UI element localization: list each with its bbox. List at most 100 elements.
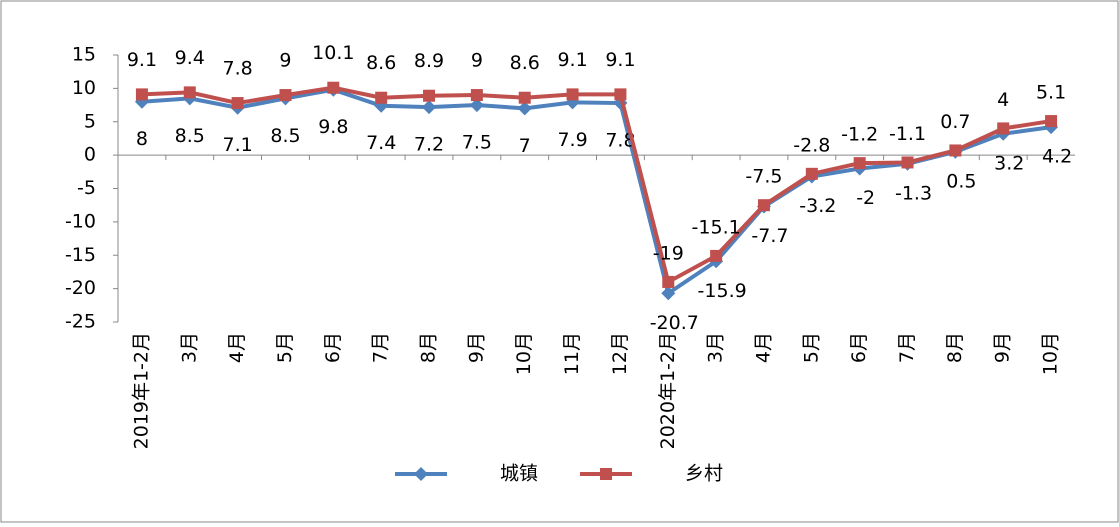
marker (997, 122, 1010, 135)
y-tick-label: 5 (84, 110, 96, 132)
marker (135, 88, 148, 101)
x-tick-label: 2020年1-2月 (657, 332, 679, 449)
marker (375, 91, 388, 104)
data-label: 9.1 (127, 49, 157, 71)
data-label: -7.5 (745, 166, 782, 188)
series-line (141, 85, 1052, 285)
data-label: 0.5 (946, 170, 976, 192)
marker (1045, 115, 1058, 128)
marker (231, 97, 244, 110)
marker (949, 144, 962, 157)
data-label: 9.1 (605, 49, 635, 71)
data-label: 4 (997, 89, 1009, 111)
x-tick-label: 5月 (800, 332, 822, 363)
data-label: 5.1 (1036, 82, 1066, 104)
data-label: -20.7 (650, 312, 699, 334)
y-tick-label: -20 (65, 277, 96, 299)
marker (422, 100, 437, 115)
data-label: -15.1 (692, 216, 741, 238)
x-tick-label: 6月 (322, 332, 344, 363)
x-tick-label: 10月 (513, 332, 535, 375)
data-label: 9.4 (175, 47, 205, 69)
marker (279, 89, 292, 102)
data-label: 8.6 (510, 52, 540, 74)
data-label: 8.5 (175, 125, 205, 147)
data-label: -19 (653, 242, 684, 264)
data-label: 4.2 (1042, 146, 1072, 168)
marker (470, 89, 483, 102)
marker (710, 249, 723, 262)
data-label: 7.8 (223, 58, 253, 80)
marker (805, 167, 818, 180)
data-label: 7.2 (414, 134, 444, 156)
marker (566, 88, 579, 101)
data-label: 0.7 (940, 111, 970, 133)
marker (469, 98, 484, 113)
marker (901, 156, 914, 169)
y-tick-label: 15 (72, 44, 96, 66)
data-label: 8.6 (366, 52, 396, 74)
x-tick-label: 3月 (705, 332, 727, 363)
x-tick-label: 10月 (1040, 332, 1062, 375)
x-tick-label: 9月 (465, 332, 487, 363)
marker (853, 157, 866, 170)
data-label: 9.8 (318, 116, 348, 138)
marker (757, 199, 770, 212)
data-label: 7.8 (605, 130, 635, 152)
marker (661, 286, 676, 301)
x-tick-label: 8月 (418, 332, 440, 363)
data-label: 7.4 (366, 132, 396, 154)
marker (662, 275, 675, 288)
y-tick-label: 0 (84, 144, 96, 166)
x-tick-label: 6月 (848, 332, 870, 363)
legend-label: 乡村 (685, 463, 723, 485)
legend-marker (600, 468, 612, 480)
marker (183, 86, 196, 99)
data-label: 7.9 (557, 129, 587, 151)
data-label: -3.2 (799, 195, 836, 217)
data-label: 10.1 (312, 42, 354, 64)
data-label: -7.7 (751, 225, 788, 247)
x-tick-label: 3月 (178, 332, 200, 363)
y-tick-label: -25 (65, 311, 96, 333)
y-tick-label: -5 (77, 177, 96, 199)
marker (517, 101, 532, 116)
y-tick-label: -10 (65, 210, 96, 232)
data-label: 7.1 (223, 134, 253, 156)
data-label: -15.9 (698, 280, 747, 302)
data-label: 7.5 (462, 132, 492, 154)
series-line (141, 87, 1052, 297)
x-tick-label: 2019年1-2月 (130, 332, 152, 449)
x-tick-label: 4月 (752, 332, 774, 363)
data-label: 8.9 (414, 50, 444, 72)
marker (423, 89, 436, 102)
marker (614, 88, 627, 101)
data-label: 8 (136, 128, 148, 150)
x-tick-label: 11月 (561, 332, 583, 375)
x-tick-label: 7月 (370, 332, 392, 363)
x-tick-label: 7月 (896, 332, 918, 363)
x-tick-label: 5月 (274, 332, 296, 363)
y-tick-label: -15 (65, 244, 96, 266)
marker (518, 91, 531, 104)
x-tick-label: 4月 (226, 332, 248, 363)
data-label: 9.1 (557, 49, 587, 71)
marker (327, 81, 340, 94)
y-tick-label: 10 (72, 77, 96, 99)
data-label: 9 (471, 50, 483, 72)
x-tick-label: 9月 (992, 332, 1014, 363)
data-label: -1.3 (895, 182, 932, 204)
data-label: 8.5 (270, 125, 300, 147)
data-label: -2.8 (793, 134, 830, 156)
data-label: 3.2 (994, 152, 1024, 174)
legend-marker (414, 467, 428, 481)
data-label: -1.1 (889, 123, 926, 145)
data-label: 9 (279, 50, 291, 72)
x-tick-label: 8月 (944, 332, 966, 363)
data-label: -2 (856, 187, 875, 209)
x-tick-label: 12月 (609, 332, 631, 375)
data-label: 7 (519, 135, 531, 157)
data-label: -1.2 (841, 124, 878, 146)
